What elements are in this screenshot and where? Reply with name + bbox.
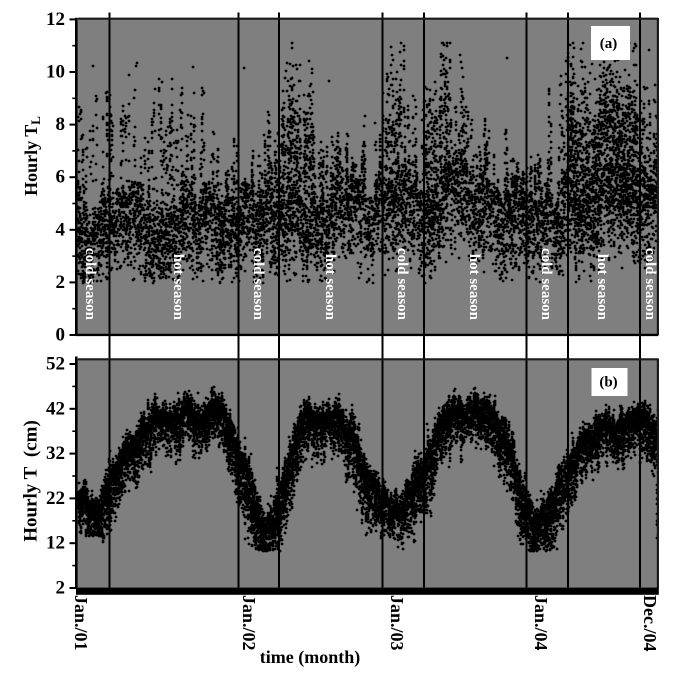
svg-text:cold season: cold season — [394, 248, 410, 321]
svg-text:time (month): time (month) — [260, 647, 360, 668]
svg-text:10: 10 — [46, 62, 65, 83]
svg-text:4: 4 — [56, 219, 66, 240]
svg-text:6: 6 — [56, 167, 66, 188]
svg-text:hot season: hot season — [594, 254, 610, 321]
svg-text:cold season: cold season — [642, 248, 658, 321]
svg-text:42: 42 — [46, 398, 65, 419]
svg-text:Jan./01: Jan./01 — [71, 595, 91, 651]
svg-text:hot season: hot season — [322, 254, 338, 321]
svg-text:2: 2 — [56, 272, 66, 293]
svg-text:cold season: cold season — [250, 248, 266, 321]
svg-text:Hourly TL: Hourly TL — [21, 116, 43, 196]
svg-text:cold season: cold season — [538, 248, 554, 321]
svg-text:cold season: cold season — [82, 248, 98, 321]
svg-text:8: 8 — [56, 114, 66, 135]
svg-text:Dec./04: Dec./04 — [640, 595, 660, 651]
svg-text:Jan./04: Jan./04 — [531, 595, 551, 651]
svg-text:Hourly T (cm): Hourly T (cm) — [21, 420, 42, 542]
svg-text:(a): (a) — [600, 36, 618, 52]
svg-text:32: 32 — [46, 443, 65, 464]
svg-text:(b): (b) — [599, 375, 617, 391]
svg-text:0: 0 — [56, 325, 66, 346]
svg-text:2: 2 — [56, 578, 66, 599]
svg-text:hot season: hot season — [466, 254, 482, 321]
svg-text:Jan./03: Jan./03 — [387, 595, 407, 651]
svg-text:52: 52 — [46, 354, 65, 375]
svg-text:12: 12 — [46, 533, 65, 554]
svg-text:hot season: hot season — [170, 254, 186, 321]
svg-text:12: 12 — [46, 9, 65, 30]
svg-text:22: 22 — [46, 488, 65, 509]
svg-text:Jan./02: Jan./02 — [239, 595, 259, 651]
